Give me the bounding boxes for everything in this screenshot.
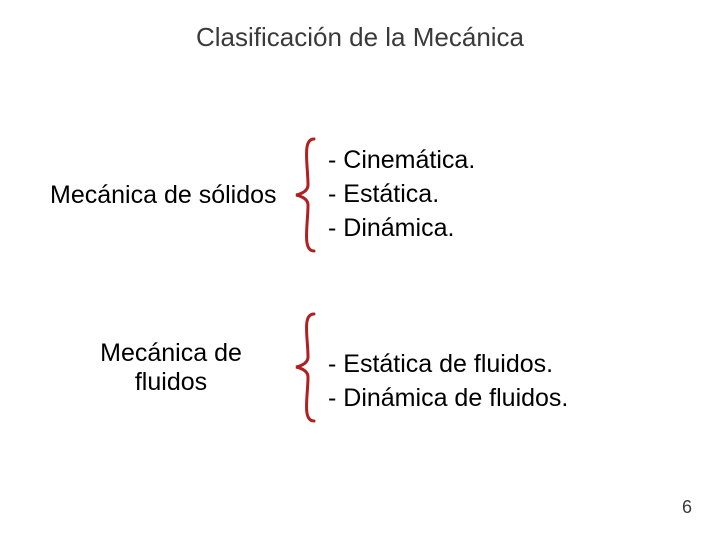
- group-items-solidos: - Cinemática. - Estática. - Dinámica.: [328, 144, 475, 245]
- group-label-fluidos: Mecánica defluidos: [50, 339, 292, 397]
- list-item: - Estática.: [328, 178, 475, 212]
- group-label-solidos: Mecánica de sólidos: [50, 181, 292, 210]
- group-items-fluidos: - Estática de fluidos. - Dinámica de flu…: [328, 348, 568, 416]
- list-item: - Cinemática.: [328, 144, 475, 178]
- list-item: - Dinámica de fluidos.: [328, 382, 568, 416]
- brace-icon: [292, 135, 320, 255]
- group-solidos: Mecánica de sólidos - Cinemática. - Está…: [50, 135, 475, 255]
- page-number: 6: [682, 497, 692, 518]
- group-fluidos: Mecánica defluidos - Estática de fluidos…: [50, 310, 568, 425]
- brace-icon: [292, 310, 320, 425]
- list-item: - Estática de fluidos.: [328, 348, 568, 382]
- group-label-fluidos-line1: Mecánica defluidos: [100, 339, 242, 396]
- page-title: Clasificación de la Mecánica: [0, 22, 720, 53]
- list-item: - Dinámica.: [328, 212, 475, 246]
